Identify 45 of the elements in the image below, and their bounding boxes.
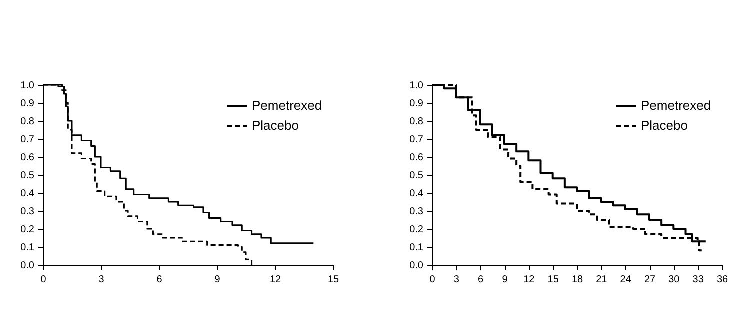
y-tick-label: 0.1 [410, 242, 424, 254]
y-tick-label: 0.1 [20, 242, 35, 254]
y-tick-label: 1.0 [410, 80, 424, 92]
y-tick-label: 0.8 [20, 116, 35, 128]
x-tick-label: 36 [716, 274, 728, 286]
x-tick-label: 3 [98, 274, 105, 286]
y-tick-label: 0.3 [20, 206, 35, 218]
y-tick-label: 0.0 [20, 260, 35, 272]
y-tick-label: 0.4 [20, 188, 35, 200]
y-tick-label: 0.5 [20, 170, 35, 182]
x-tick-label: 24 [620, 274, 632, 286]
x-tick-label: 15 [328, 274, 340, 286]
legend-label: Placebo [641, 118, 688, 133]
y-tick-label: 0.7 [410, 134, 424, 146]
x-tick-label: 0 [40, 274, 47, 286]
y-tick-label: 0.7 [20, 134, 35, 146]
x-tick-label: 18 [572, 274, 584, 286]
x-tick-label: 21 [596, 274, 608, 286]
x-tick-label: 12 [524, 274, 536, 286]
legend-label: Pemetrexed [252, 98, 322, 113]
y-tick-label: 0.4 [410, 188, 424, 200]
x-tick-label: 33 [692, 274, 704, 286]
y-tick-label: 0.9 [20, 98, 35, 110]
y-tick-label: 0.8 [410, 116, 424, 128]
y-tick-label: 0.9 [410, 98, 424, 110]
x-tick-label: 9 [214, 274, 221, 286]
x-tick-label: 30 [668, 274, 680, 286]
x-tick-label: 3 [454, 274, 460, 286]
legend-label: Pemetrexed [641, 98, 712, 113]
y-tick-label: 1.0 [20, 80, 35, 92]
y-tick-label: 0.5 [410, 170, 424, 182]
y-tick-label: 0.0 [410, 260, 424, 272]
x-tick-label: 12 [270, 274, 282, 286]
x-tick-label: 9 [502, 274, 508, 286]
x-tick-label: 6 [156, 274, 163, 286]
y-tick-label: 0.3 [410, 206, 424, 218]
x-tick-label: 27 [644, 274, 656, 286]
legend-label: Placebo [252, 118, 299, 133]
x-tick-label: 0 [430, 274, 436, 286]
y-tick-label: 0.6 [20, 152, 35, 164]
y-tick-label: 0.6 [410, 152, 424, 164]
y-tick-label: 0.2 [20, 224, 35, 236]
x-tick-label: 6 [478, 274, 484, 286]
x-tick-label: 15 [548, 274, 560, 286]
y-tick-label: 0.2 [410, 224, 424, 236]
